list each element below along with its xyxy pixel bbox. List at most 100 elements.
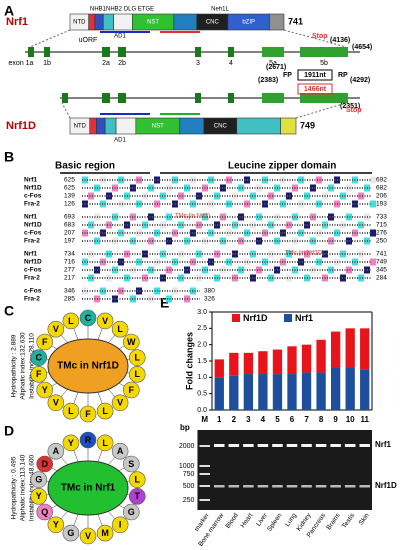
row-name: Fra-2: [24, 296, 40, 303]
residue-letter: L: [68, 316, 74, 326]
gel-band: [330, 485, 341, 488]
domain: [96, 117, 106, 135]
amplicon-label: 1466nt: [304, 86, 327, 93]
row-name: Nrf1: [24, 251, 37, 258]
residue-shade: [118, 200, 124, 208]
primer-label: FP: [283, 72, 292, 79]
row-start: 625: [64, 177, 75, 184]
residue: [79, 431, 97, 449]
residue: [47, 516, 65, 534]
residue-shade: [136, 258, 142, 266]
residue-letter: S: [128, 459, 134, 469]
residue-shade: [148, 295, 154, 303]
residue-letter: Q: [41, 507, 48, 517]
exon: [118, 93, 126, 103]
residue-letter: D: [41, 459, 48, 469]
connector: [295, 102, 347, 119]
residue-shade: [370, 176, 376, 184]
gel-band: [257, 444, 269, 447]
residue-shade: [268, 250, 274, 258]
panel-label: C: [4, 303, 14, 319]
exon: [118, 47, 126, 57]
residue-shade: [328, 213, 334, 221]
residue-shade: [88, 274, 94, 282]
y-tick-label: 0.5: [197, 391, 207, 398]
ladder-label: 1000: [179, 463, 195, 470]
stop-label: Stop: [312, 33, 328, 40]
motif-label: DLG: [124, 7, 137, 13]
residue-shade: [346, 213, 352, 221]
domain: [88, 13, 96, 31]
stop-label: Stop: [346, 107, 362, 114]
connector: [61, 102, 71, 119]
residue-shade: [166, 266, 172, 274]
motif-label: Neh1L: [211, 7, 229, 13]
row-end: 682: [376, 185, 387, 192]
residue-shade: [316, 229, 322, 237]
residue: [30, 488, 48, 505]
residue-shade: [358, 250, 364, 258]
tm-annotation: TMc (in Nrf1D): [285, 251, 324, 257]
amplicon-box: [297, 83, 333, 95]
residue-shade: [106, 274, 112, 282]
bar: [243, 374, 254, 410]
gel-band: [243, 444, 254, 447]
band-label: Nrf1D: [375, 481, 397, 490]
residue-shade: [328, 237, 334, 245]
protein-name: Nrf1: [6, 16, 28, 28]
x-tick-label: 1: [217, 415, 222, 424]
wheel-stat: Aliphatic index:113.140: [20, 454, 27, 521]
residue-shade: [268, 221, 274, 229]
residue-shade: [136, 229, 142, 237]
position-label: (4654): [352, 44, 372, 51]
residue-letter: A: [117, 446, 124, 456]
x-tick-label: 5: [275, 415, 280, 424]
residue-letter: W: [127, 337, 136, 347]
residue-shade: [208, 229, 214, 237]
residue-shade: [148, 237, 154, 245]
bar: [229, 375, 239, 410]
exon: [228, 47, 234, 57]
x-tick-label: 7: [304, 415, 309, 424]
residue: [96, 312, 114, 330]
domain-label: NTD: [73, 20, 86, 26]
exon: [300, 93, 348, 103]
residue-shade: [238, 266, 244, 274]
residue-shade: [178, 250, 184, 258]
residue-letter: L: [117, 324, 123, 334]
residue-letter: Y: [42, 385, 48, 395]
bar: [301, 372, 312, 410]
gel-band: [286, 444, 298, 447]
gel-band: [315, 444, 327, 447]
row-start: 683: [64, 222, 75, 229]
gel-band: [301, 485, 312, 488]
row-end: 284: [376, 275, 387, 282]
residue-letter: T: [134, 491, 140, 501]
wheel-stat: Hydropathicity : 2.889: [11, 334, 18, 397]
row-start: 716: [64, 259, 75, 266]
row-start: 139: [64, 193, 75, 200]
exon: [62, 93, 68, 103]
gel-band: [359, 444, 370, 447]
bar: [258, 374, 268, 410]
bar: [229, 352, 239, 376]
gel-band: [344, 485, 356, 488]
lane-label: M: [201, 415, 208, 424]
residue-shade: [370, 229, 376, 237]
residue: [79, 405, 97, 423]
residue-shade: [118, 258, 124, 266]
motif-label: NHB1: [90, 7, 107, 13]
domain: [104, 117, 117, 135]
residue-shade: [196, 221, 202, 229]
residue-shade: [238, 237, 244, 245]
residue-shade: [256, 237, 262, 245]
row-name: c-Fos: [24, 193, 42, 200]
gel-band: [272, 444, 283, 447]
row-name: Nrf1D: [24, 259, 42, 266]
exon: [300, 47, 348, 57]
residue-shade: [298, 200, 304, 208]
ladder-label: 2000: [179, 443, 195, 450]
residue-letter: G: [67, 528, 74, 538]
bar: [287, 346, 297, 375]
